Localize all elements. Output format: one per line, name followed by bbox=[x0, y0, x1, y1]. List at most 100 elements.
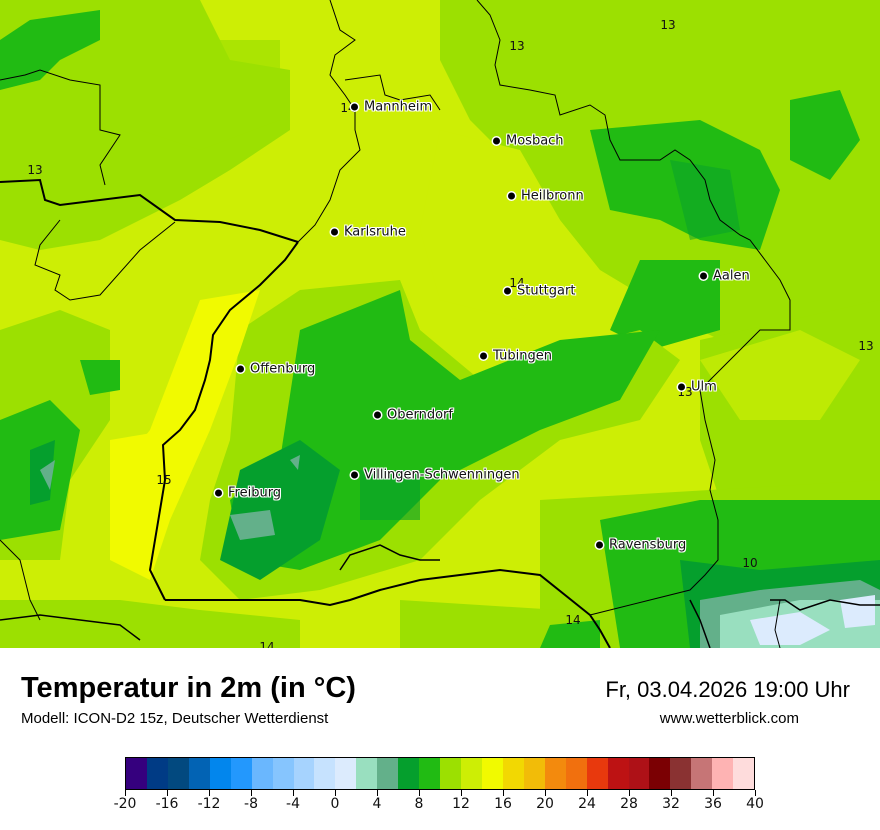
city-marker: Ulm bbox=[678, 380, 717, 395]
isotherm-label: 10 bbox=[742, 556, 758, 570]
city-label: Karlsruhe bbox=[344, 224, 406, 240]
tick-label: 4 bbox=[372, 796, 382, 812]
colorbar-segment bbox=[649, 758, 671, 789]
city-marker: Heilbronn bbox=[508, 189, 584, 204]
tick-mark bbox=[208, 790, 210, 796]
tick-label: -20 bbox=[113, 796, 137, 812]
city-label: Villingen-Schwenningen bbox=[364, 467, 520, 483]
city-marker: Tübingen bbox=[480, 349, 552, 364]
colorbar-segment bbox=[565, 758, 587, 789]
colorbar-segment bbox=[335, 758, 357, 789]
colorbar-segment bbox=[377, 758, 399, 789]
temperature-map: 13 13 14 13 14 13 13 15 10 14 14 Mannheim Mosbach He… bbox=[0, 0, 880, 648]
colorbar-segment bbox=[146, 758, 168, 789]
colorbar-segment bbox=[398, 758, 420, 789]
city-marker: Freiburg bbox=[215, 486, 281, 501]
city-label: Mannheim bbox=[364, 99, 433, 115]
city-marker: Stuttgart bbox=[504, 284, 575, 299]
colorbar-segment bbox=[272, 758, 294, 789]
city-marker: Mosbach bbox=[493, 134, 564, 149]
colorbar-segment bbox=[167, 758, 189, 789]
city-label: Heilbronn bbox=[521, 188, 584, 204]
tick-label: 16 bbox=[494, 796, 512, 812]
colorbar-segment bbox=[461, 758, 482, 789]
city-dot-icon bbox=[374, 411, 381, 419]
city-label: Aalen bbox=[713, 268, 750, 284]
colorbar-segment bbox=[544, 758, 566, 789]
isotherm-label: 13 bbox=[660, 18, 676, 32]
city-dot-icon bbox=[351, 471, 358, 479]
isotherm-label: 14 bbox=[509, 276, 525, 290]
tick-mark bbox=[124, 790, 126, 796]
colorbar-segment bbox=[670, 758, 692, 789]
colorbar-segment bbox=[691, 758, 713, 789]
tick-label: 20 bbox=[536, 796, 554, 812]
city-dot-icon bbox=[215, 489, 222, 497]
tick-mark bbox=[628, 790, 630, 796]
isotherm-label: 13 bbox=[509, 39, 525, 53]
tick-mark bbox=[712, 790, 714, 796]
tick-mark bbox=[250, 790, 252, 796]
city-marker: Ravensburg bbox=[596, 538, 686, 553]
valid-datetime: Fr, 03.04.2026 19:00 Uhr bbox=[605, 677, 850, 702]
tick-mark bbox=[166, 790, 168, 796]
colorbar-segment bbox=[293, 758, 315, 789]
city-label: Stuttgart bbox=[517, 283, 576, 299]
tick-label: 36 bbox=[704, 796, 722, 812]
city-marker: Karlsruhe bbox=[331, 225, 406, 240]
colorbar-segment bbox=[440, 758, 461, 789]
city-marker: Mannheim bbox=[351, 100, 432, 115]
borders bbox=[0, 0, 880, 648]
website-link[interactable]: www.wetterblick.com bbox=[659, 710, 799, 727]
colorbar-segment bbox=[356, 758, 378, 789]
colorbar-segment bbox=[314, 758, 336, 789]
tick-mark bbox=[376, 790, 378, 796]
city-dot-icon bbox=[493, 137, 500, 145]
city-label: Ulm bbox=[691, 379, 717, 395]
tick-label: 28 bbox=[620, 796, 638, 812]
tick-mark bbox=[502, 790, 504, 796]
isotherm-label: 13 bbox=[27, 163, 43, 177]
city-dot-icon bbox=[480, 352, 487, 360]
city-label: Mosbach bbox=[506, 133, 564, 149]
tick-mark bbox=[754, 790, 756, 796]
colorbar-segment bbox=[188, 758, 210, 789]
city-dot-icon bbox=[351, 103, 358, 111]
tick-label: 32 bbox=[662, 796, 680, 812]
colorbar-segment bbox=[586, 758, 608, 789]
colorbar-segment bbox=[251, 758, 273, 789]
city-marker: Offenburg bbox=[237, 362, 315, 377]
city-marker: Villingen-Schwenningen bbox=[351, 468, 520, 483]
tick-label: 24 bbox=[578, 796, 596, 812]
tick-label: 8 bbox=[414, 796, 424, 812]
city-label: Offenburg bbox=[250, 361, 316, 377]
tick-mark bbox=[670, 790, 672, 796]
city-dot-icon bbox=[504, 287, 511, 295]
colorbar-segment bbox=[523, 758, 545, 789]
tick-label: 40 bbox=[746, 796, 764, 812]
colorbar-segment bbox=[712, 758, 734, 789]
colorbar-segment bbox=[733, 758, 755, 789]
tick-mark bbox=[586, 790, 588, 796]
colorbar-segment bbox=[628, 758, 650, 789]
tick-label: -16 bbox=[155, 796, 179, 812]
temperature-colorbar bbox=[125, 757, 755, 790]
city-dot-icon bbox=[678, 383, 685, 391]
colorbar-segment bbox=[126, 758, 147, 789]
colorbar-segment bbox=[230, 758, 252, 789]
city-label: Tübingen bbox=[493, 348, 552, 364]
tick-label: -4 bbox=[286, 796, 300, 812]
isotherm-label: 14 bbox=[565, 613, 581, 627]
city-label: Ravensburg bbox=[609, 537, 687, 553]
model-source: Modell: ICON-D2 15z, Deutscher Wetterdie… bbox=[21, 710, 329, 727]
tick-mark bbox=[418, 790, 420, 796]
city-dot-icon bbox=[700, 272, 707, 280]
isotherm-label: 15 bbox=[156, 473, 172, 487]
colorbar-segment bbox=[209, 758, 231, 789]
colorbar-segment bbox=[607, 758, 629, 789]
tick-mark bbox=[460, 790, 462, 796]
city-dot-icon bbox=[508, 192, 515, 200]
colorbar-segment bbox=[502, 758, 524, 789]
isotherm-label: 13 bbox=[858, 339, 874, 353]
city-marker: Aalen bbox=[700, 269, 750, 284]
